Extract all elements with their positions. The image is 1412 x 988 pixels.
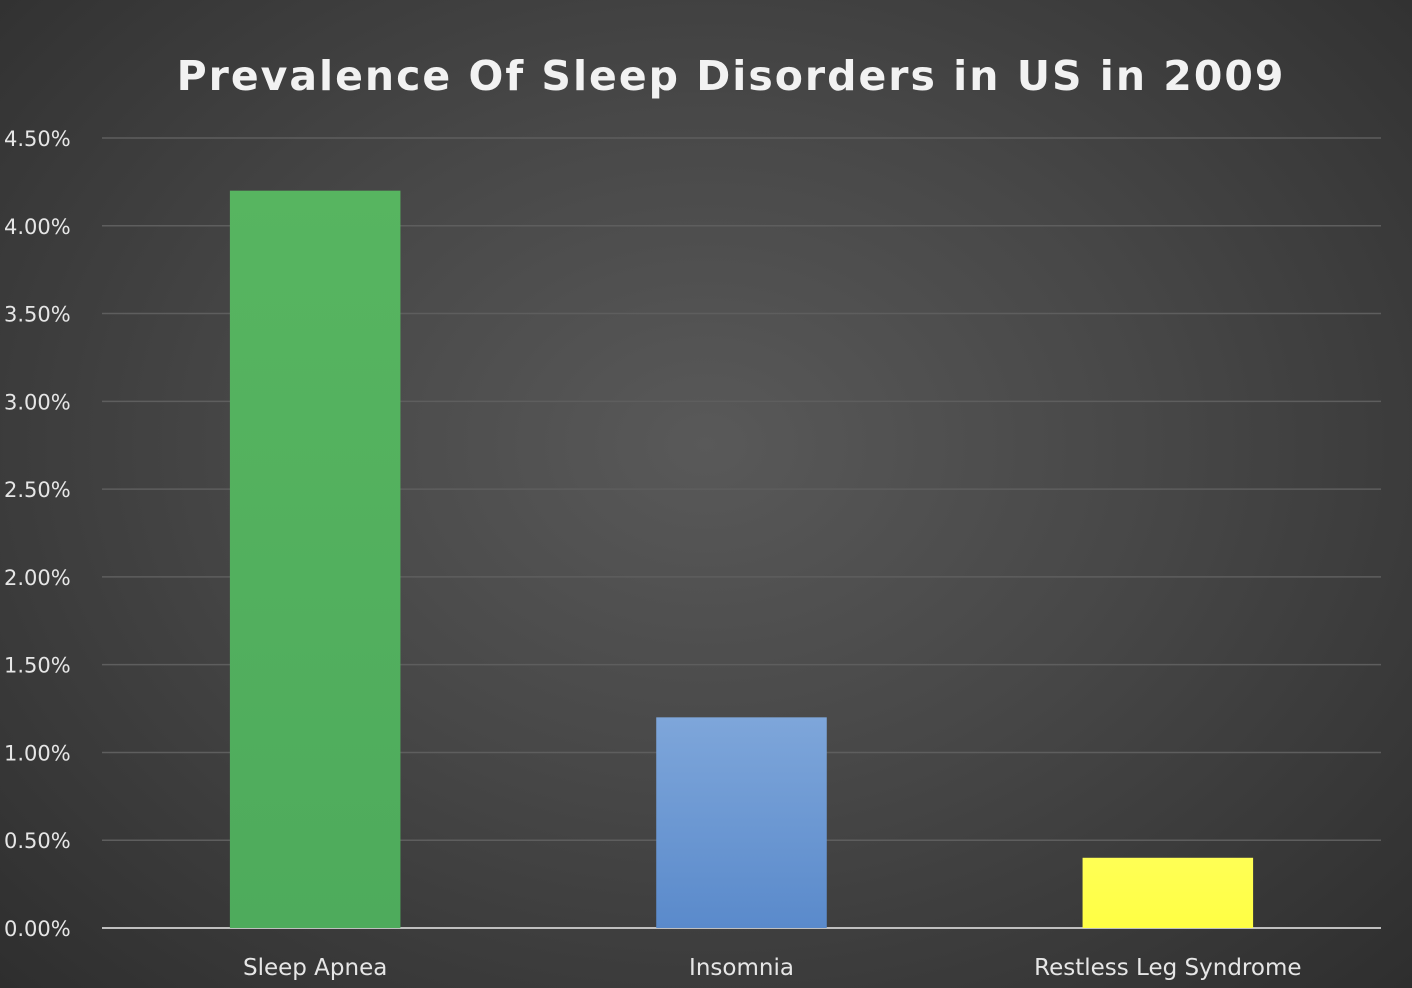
bar-restless-leg-syndrome <box>1082 857 1254 928</box>
y-tick-label: 2.00% <box>4 566 71 590</box>
y-tick-label: 1.50% <box>4 654 71 678</box>
y-tick-label: 3.50% <box>4 303 71 327</box>
y-tick-label: 0.50% <box>4 829 71 853</box>
bar-sleep-apnea <box>229 190 401 928</box>
x-category-label: Insomnia <box>689 955 794 981</box>
x-category-label: Restless Leg Syndrome <box>1034 955 1301 981</box>
bar-insomnia <box>656 717 827 928</box>
x-category-label: Sleep Apnea <box>243 955 387 981</box>
y-tick-label: 4.50% <box>4 127 71 151</box>
chart-title: Prevalence Of Sleep Disorders in US in 2… <box>177 52 1286 100</box>
y-tick-label: 1.00% <box>4 741 71 765</box>
y-tick-label: 4.00% <box>4 215 71 239</box>
y-tick-label: 2.50% <box>4 478 71 502</box>
y-tick-label: 3.00% <box>4 390 71 414</box>
y-tick-label: 0.00% <box>4 917 71 941</box>
